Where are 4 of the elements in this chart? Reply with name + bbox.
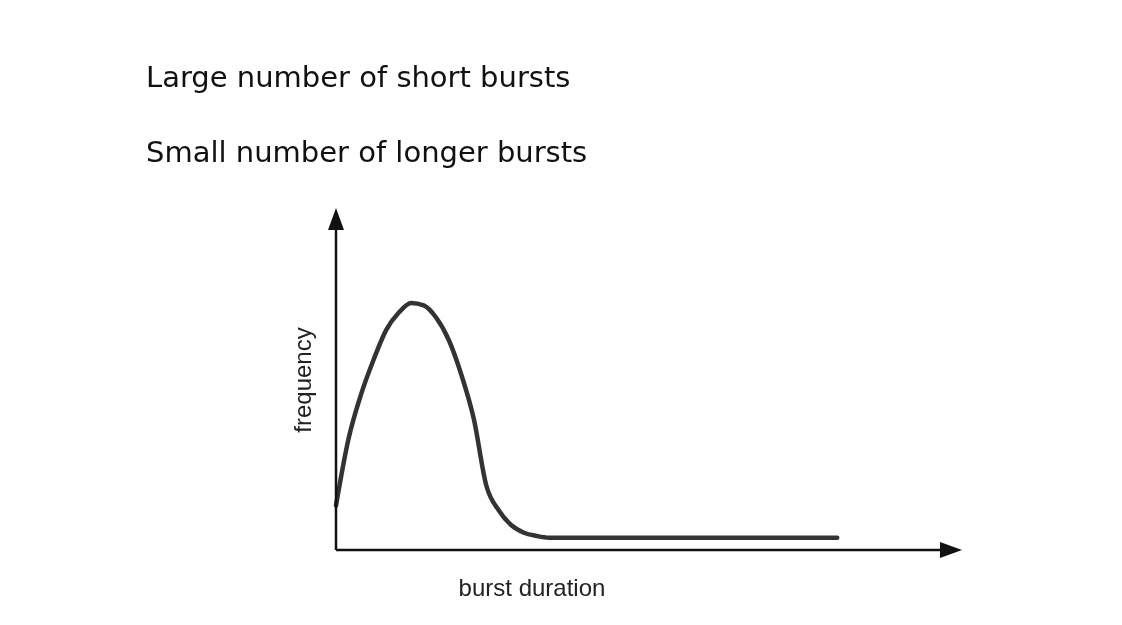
chart-subtitle: Small number of longer bursts bbox=[146, 135, 588, 169]
x-axis-title: burst duration bbox=[458, 574, 606, 602]
chart-title: Large number of short bursts bbox=[146, 60, 571, 94]
y-axis-title: frequency bbox=[289, 327, 317, 433]
